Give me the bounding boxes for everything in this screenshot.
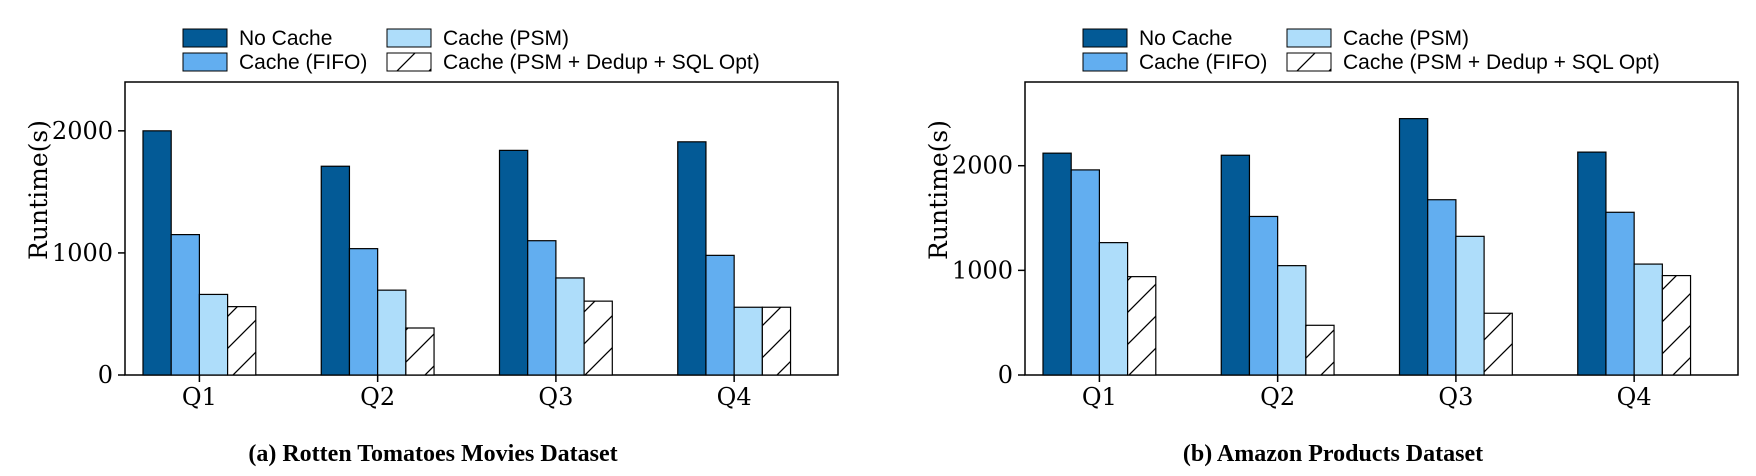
legend-item-cache-psm: Cache (PSM) (386, 27, 569, 50)
bar-no-cache-q3 (498, 149, 529, 376)
bar-cache-psm-q3 (555, 277, 585, 376)
chart-panel-rotten-tomatoes: No Cache Cache (FIFO) Cache (PSM) Cache … (24, 27, 839, 467)
legend-swatch-no-cache (182, 28, 228, 48)
plot-area (124, 81, 839, 376)
y-tick-label: 1000 (52, 239, 113, 267)
bar-cache-psm-dedup-sql-opt-q3 (1483, 312, 1513, 376)
bar-cache-psm-q1 (198, 293, 229, 376)
bar-cache-fifo-q3 (527, 240, 557, 376)
chart-caption: (b) Amazon Products Dataset (1183, 441, 1483, 467)
bar-cache-psm-q1 (1098, 242, 1129, 376)
bar-no-cache-q2 (1220, 154, 1251, 376)
x-tick-label-q2: Q2 (1260, 383, 1295, 411)
bar-no-cache-q4 (1577, 151, 1607, 376)
legend-swatch-cache-psm (386, 28, 432, 48)
bar-cache-psm-dedup-sql-opt-q2 (1305, 324, 1335, 376)
legend: No Cache Cache (FIFO) Cache (PSM) Cache … (182, 27, 760, 74)
y-axis-label: Runtime(s) (24, 120, 53, 260)
legend-label-no-cache: No Cache (239, 27, 332, 50)
bar-no-cache-q2 (320, 165, 351, 376)
x-tick-label-q4: Q4 (1617, 383, 1652, 411)
legend: No Cache Cache (FIFO) Cache (PSM) Cache … (1082, 27, 1660, 74)
bar-no-cache-q4 (677, 141, 707, 376)
legend-item-cache-fifo: Cache (FIFO) (1082, 51, 1267, 74)
legend-item-cache-psm: Cache (PSM) (1286, 27, 1469, 50)
bar-cache-fifo-q2 (348, 248, 379, 376)
legend-item-cache-fifo: Cache (FIFO) (182, 51, 367, 74)
y-tick-label: 0 (998, 361, 1013, 389)
bar-cache-psm-dedup-sql-opt-q1 (1126, 276, 1157, 376)
x-tick-label-q1: Q1 (182, 383, 217, 411)
y-tick-label: 0 (98, 361, 113, 389)
bar-cache-fifo-q4 (1605, 211, 1635, 376)
legend-label-cache-fifo: Cache (FIFO) (1139, 51, 1267, 74)
bar-cache-fifo-q1 (1070, 169, 1100, 376)
chart-panel-amazon-products: No Cache Cache (FIFO) Cache (PSM) Cache … (924, 27, 1739, 467)
bar-cache-psm-dedup-sql-opt-q2 (405, 327, 435, 376)
bar-no-cache-q1 (142, 130, 172, 376)
bar-cache-psm-q2 (377, 289, 407, 376)
x-tick-label-q3: Q3 (1438, 383, 1473, 411)
legend-item-no-cache: No Cache (1082, 27, 1232, 50)
legend-swatch-cache-psm (1286, 28, 1332, 48)
bar-no-cache-q3 (1398, 118, 1429, 376)
legend-label-cache-psm: Cache (PSM) (443, 27, 569, 50)
bar-cache-psm-dedup-sql-opt-q1 (227, 306, 257, 376)
bar-cache-psm-q4 (1633, 263, 1663, 376)
plot-area (1024, 81, 1739, 376)
legend-label-no-cache: No Cache (1139, 27, 1232, 50)
legend-swatch-cache-psm-dedup-sql (386, 52, 432, 72)
legend-item-cache-psm-dedup-sql: Cache (PSM + Dedup + SQL Opt) (386, 51, 760, 74)
x-tick-label-q4: Q4 (717, 383, 752, 411)
legend-item-cache-psm-dedup-sql: Cache (PSM + Dedup + SQL Opt) (1286, 51, 1660, 74)
y-tick-label: 1000 (952, 256, 1013, 284)
legend-label-cache-fifo: Cache (FIFO) (239, 51, 367, 74)
bar-cache-fifo-q1 (170, 234, 200, 376)
chart-caption: (a) Rotten Tomatoes Movies Dataset (248, 441, 617, 467)
bar-no-cache-q1 (1042, 152, 1072, 376)
legend-label-cache-psm: Cache (PSM) (1343, 27, 1469, 50)
legend-item-no-cache: No Cache (182, 27, 332, 50)
bar-cache-psm-q2 (1277, 265, 1307, 376)
y-tick-label: 2000 (952, 152, 1013, 180)
bar-cache-fifo-q3 (1427, 199, 1457, 376)
legend-swatch-cache-psm-dedup-sql (1286, 52, 1332, 72)
bar-cache-fifo-q4 (705, 254, 735, 376)
bar-cache-fifo-q2 (1248, 215, 1279, 376)
x-tick-label-q3: Q3 (538, 383, 573, 411)
y-axis-label: Runtime(s) (924, 120, 953, 260)
bar-cache-psm-q4 (733, 306, 763, 376)
bar-cache-psm-dedup-sql-opt-q4 (1661, 274, 1692, 376)
legend-label-cache-psm-dedup-sql: Cache (PSM + Dedup + SQL Opt) (443, 51, 760, 74)
x-tick-label-q1: Q1 (1082, 383, 1117, 411)
bar-cache-psm-dedup-sql-opt-q3 (583, 300, 613, 376)
bar-cache-psm-q3 (1455, 235, 1485, 376)
bar-cache-psm-dedup-sql-opt-q4 (761, 306, 792, 376)
legend-swatch-cache-fifo (182, 52, 228, 72)
x-tick-label-q2: Q2 (360, 383, 395, 411)
legend-swatch-no-cache (1082, 28, 1128, 48)
legend-label-cache-psm-dedup-sql: Cache (PSM + Dedup + SQL Opt) (1343, 51, 1660, 74)
y-tick-label: 2000 (52, 117, 113, 145)
legend-swatch-cache-fifo (1082, 52, 1128, 72)
